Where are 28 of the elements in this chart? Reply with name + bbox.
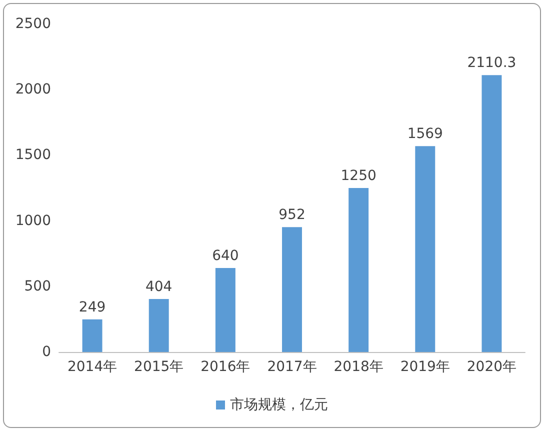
y-tick-label: 2000 (15, 82, 51, 98)
bar (215, 268, 236, 352)
x-tick-label: 2019年 (400, 359, 450, 375)
bar (82, 319, 102, 352)
bar (148, 298, 169, 352)
data-label: 404 (145, 278, 172, 295)
data-label: 1250 (340, 168, 376, 184)
x-tick-label: 2017年 (267, 359, 317, 375)
x-tick-label: 2014年 (67, 359, 118, 375)
data-label: 2110.3 (467, 55, 516, 72)
bar (282, 227, 302, 352)
legend-label: 市场规模，亿元 (230, 397, 328, 413)
bar (482, 75, 502, 352)
bar (348, 188, 369, 352)
y-tick-label: 2500 (15, 16, 51, 32)
data-label: 1569 (407, 126, 443, 142)
x-tick-label: 2016年 (200, 359, 250, 375)
y-tick-label: 1000 (15, 212, 51, 229)
data-label: 952 (278, 207, 306, 224)
y-tick-label: 0 (42, 344, 51, 360)
x-tick-label: 2015年 (134, 359, 184, 375)
data-label: 249 (78, 299, 106, 316)
y-tick-label: 1500 (15, 147, 51, 164)
y-tick-label: 500 (24, 278, 51, 294)
x-tick-label: 2018年 (334, 359, 384, 375)
data-label: 640 (212, 248, 239, 264)
bar (415, 146, 436, 352)
x-tick-label: 2020年 (466, 359, 517, 375)
